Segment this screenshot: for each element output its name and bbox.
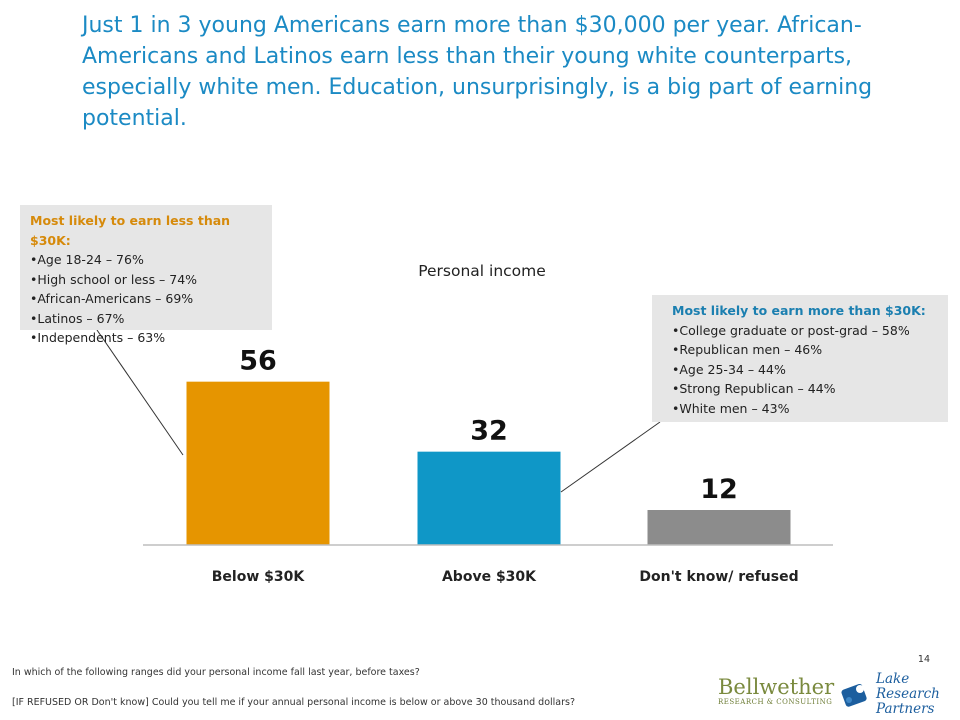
bellwether-logo-tagline: RESEARCH & CONSULTING: [718, 698, 833, 706]
puzzle-piece-icon: [841, 683, 867, 707]
data-label-0: 56: [239, 346, 277, 377]
callout-less-leader: [96, 329, 184, 456]
survey-question-2: [IF REFUSED OR Don't know] Could you tel…: [12, 697, 576, 708]
list-item: Strong Republican – 44%: [672, 379, 928, 399]
bar-2: [647, 510, 791, 545]
data-label-1: 32: [470, 416, 508, 447]
bar-0: [186, 381, 330, 545]
survey-question-1: In which of the following ranges did you…: [12, 667, 420, 678]
data-label-2: 12: [700, 474, 738, 505]
lake-research-partners-logo: Lake Research Partners: [836, 672, 946, 718]
callout-more-than-30k: Most likely to earn more than $30K: Coll…: [652, 295, 948, 422]
lake-logo-text: Lake Research Partners: [876, 672, 940, 717]
lake-logo-line1: Lake: [876, 671, 910, 687]
list-item: Age 25-34 – 44%: [672, 360, 928, 380]
callout-more-title: Most likely to earn more than $30K:: [672, 303, 926, 318]
callout-more-list: College graduate or post-grad – 58% Repu…: [672, 321, 928, 419]
bellwether-logo: Bellwether RESEARCH & CONSULTING: [718, 676, 834, 706]
category-label-1: Above $30K: [442, 569, 537, 585]
bar-1: [417, 451, 561, 545]
list-item: Age 18-24 – 76%: [30, 250, 262, 270]
list-item: College graduate or post-grad – 58%: [672, 321, 928, 341]
callout-more-leader: [560, 421, 661, 493]
list-item: Independents – 63%: [30, 328, 262, 348]
list-item: African-Americans – 69%: [30, 289, 262, 309]
headline: Just 1 in 3 young Americans earn more th…: [82, 13, 873, 131]
list-item: Republican men – 46%: [672, 340, 928, 360]
list-item: Latinos – 67%: [30, 309, 262, 329]
chart-title: Personal income: [418, 262, 546, 280]
callout-less-than-30k: Most likely to earn less than $30K: Age …: [20, 205, 272, 345]
lake-logo-line2: Research: [876, 686, 940, 702]
list-item: White men – 43%: [672, 399, 928, 419]
bellwether-logo-name: Bellwether: [718, 675, 835, 699]
list-item: High school or less – 74%: [30, 270, 262, 290]
lake-logo-line3: Partners: [876, 701, 935, 717]
category-label-0: Below $30K: [212, 569, 306, 585]
page-number: 14: [917, 654, 930, 665]
category-label-2: Don't know/ refused: [639, 569, 798, 585]
callout-less-list: Age 18-24 – 76% High school or less – 74…: [30, 250, 262, 348]
callout-less-title: Most likely to earn less than $30K:: [30, 213, 231, 248]
